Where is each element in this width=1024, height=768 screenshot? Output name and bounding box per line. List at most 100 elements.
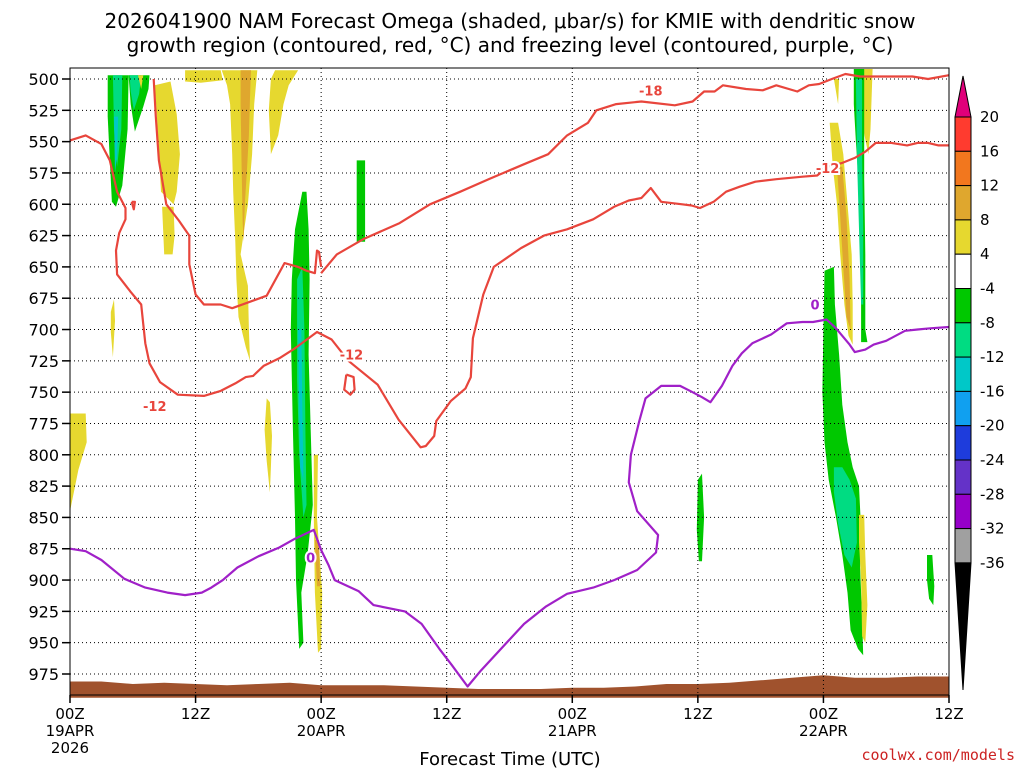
- x-tick-year-label: 2026: [51, 739, 89, 757]
- x-tick-date-label: 22APR: [799, 722, 848, 740]
- omega-shade-region: [129, 75, 142, 111]
- contour-label-halo: 0: [306, 552, 315, 567]
- y-tick-label: 625: [28, 227, 59, 246]
- colorbar-swatch: [954, 322, 972, 358]
- omega-shade-region: [298, 329, 304, 480]
- colorbar-label: -16: [980, 382, 1005, 400]
- colorbar-swatch: [954, 493, 972, 530]
- colorbar-label: -28: [980, 485, 1005, 503]
- y-tick-label: 700: [28, 321, 59, 340]
- omega-shade-region: [70, 413, 87, 512]
- omega-shade-region: [314, 540, 321, 587]
- y-tick-label: 725: [28, 352, 59, 371]
- dgz-temperature-contour: [343, 373, 356, 396]
- y-axis-pressure-ticks: 500 525 550 575 600 625 650 675 700 725 750 775 800 8…: [28, 70, 70, 684]
- colorbar-label: -12: [980, 348, 1005, 366]
- colorbar-swatch: [954, 528, 972, 564]
- contour-label: -12: [143, 400, 167, 415]
- dgz-temperature-contour: [69, 134, 949, 449]
- y-tick-label: 650: [28, 258, 59, 277]
- ground-terrain-layer: [70, 675, 949, 698]
- omega-shade-region: [356, 160, 366, 242]
- colorbar-label: -8: [980, 314, 995, 332]
- y-tick-label: 875: [28, 540, 59, 559]
- colorbar-swatch: [954, 253, 972, 289]
- omega-shade-region: [696, 473, 705, 562]
- x-tick-time-label: 12Z: [432, 705, 461, 723]
- omega-colorbar: 20 16 12 8 4 -4 -8 -12 -16 -20 -24 -28 -32 -36: [954, 75, 1005, 691]
- x-tick-date-label: 19APR: [46, 722, 95, 740]
- colorbar-label: -24: [980, 451, 1005, 469]
- gridlines: [69, 68, 950, 695]
- x-tick-time-label: 00Z: [306, 705, 335, 723]
- ground-fill: [70, 675, 949, 698]
- colorbar-label: 4: [980, 245, 990, 263]
- chart-title-line-2: growth region (contoured, red, °C) and f…: [127, 33, 894, 57]
- y-tick-label: 800: [28, 446, 59, 465]
- y-tick-label: 525: [28, 101, 59, 120]
- contour-label: 0: [306, 552, 315, 567]
- colorbar-label: 20: [980, 108, 999, 126]
- omega-shade-region: [240, 70, 251, 242]
- y-tick-label: 850: [28, 508, 59, 527]
- y-tick-label: 600: [28, 195, 59, 214]
- omega-shade-region: [264, 398, 272, 493]
- contour-label-halo: -12: [143, 400, 167, 415]
- y-tick-label: 575: [28, 164, 59, 183]
- omega-shade-region: [162, 206, 175, 255]
- colorbar-swatch: [954, 390, 972, 427]
- omega-shade-region: [859, 514, 868, 643]
- colorbar-swatch: [954, 288, 972, 324]
- x-tick-date-label: 20APR: [297, 722, 346, 740]
- colorbar-label: -20: [980, 417, 1005, 435]
- contour-label: -18: [639, 84, 663, 99]
- y-tick-label: 675: [28, 289, 59, 308]
- x-tick-time-label: 00Z: [809, 705, 838, 723]
- contour-label-halo: -12: [340, 349, 364, 364]
- contour-lines: [69, 72, 950, 688]
- x-tick-time-label: 12Z: [934, 705, 963, 723]
- omega-shade-region: [833, 79, 840, 105]
- contour-label-halo: -18: [639, 84, 663, 99]
- colorbar-swatch: [954, 425, 972, 461]
- y-tick-label: 825: [28, 477, 59, 496]
- x-tick-date-label: 21APR: [548, 722, 597, 740]
- contour-label: 0: [811, 298, 820, 313]
- omega-shade-region: [837, 166, 851, 330]
- omega-shade-region: [268, 70, 299, 155]
- colorbar-swatch: [954, 185, 972, 221]
- y-tick-label: 975: [28, 665, 59, 684]
- colorbar-swatch: [954, 459, 972, 495]
- omega-shade-region: [185, 70, 223, 83]
- omega-shade-region: [221, 70, 258, 361]
- dgz-temperature-contour: [152, 78, 323, 310]
- y-tick-label: 950: [28, 634, 59, 653]
- omega-shading-layer: [70, 69, 935, 656]
- omega-shade-region: [110, 299, 115, 358]
- colorbar-swatch: [954, 150, 972, 187]
- omega-shade-region: [833, 467, 857, 568]
- plot-frame: [69, 67, 950, 696]
- contour-label: -12: [816, 162, 840, 177]
- dgz-temperature-contour: [320, 72, 950, 274]
- y-tick-label: 550: [28, 133, 59, 152]
- contour-label: -12: [340, 349, 364, 364]
- dgz-temperature-contour: [130, 200, 136, 211]
- colorbar-bottom-arrow: [954, 562, 972, 691]
- y-tick-label: 925: [28, 602, 59, 621]
- x-tick-time-label: 00Z: [558, 705, 587, 723]
- x-tick-time-label: 12Z: [181, 705, 210, 723]
- x-axis-label: Forecast Time (UTC): [419, 749, 600, 768]
- omega-shade-region: [114, 116, 119, 173]
- y-tick-label: 500: [28, 70, 59, 89]
- chart-title-line-1: 2026041900 NAM Forecast Omega (shaded, μ…: [105, 9, 916, 33]
- credit-text: coolwx.com/models: [861, 746, 1015, 764]
- omega-shade-region: [855, 79, 864, 305]
- contour-label-halo: 0: [811, 298, 820, 313]
- y-tick-label: 750: [28, 383, 59, 402]
- colorbar-label: -32: [980, 520, 1005, 538]
- y-tick-label: 775: [28, 414, 59, 433]
